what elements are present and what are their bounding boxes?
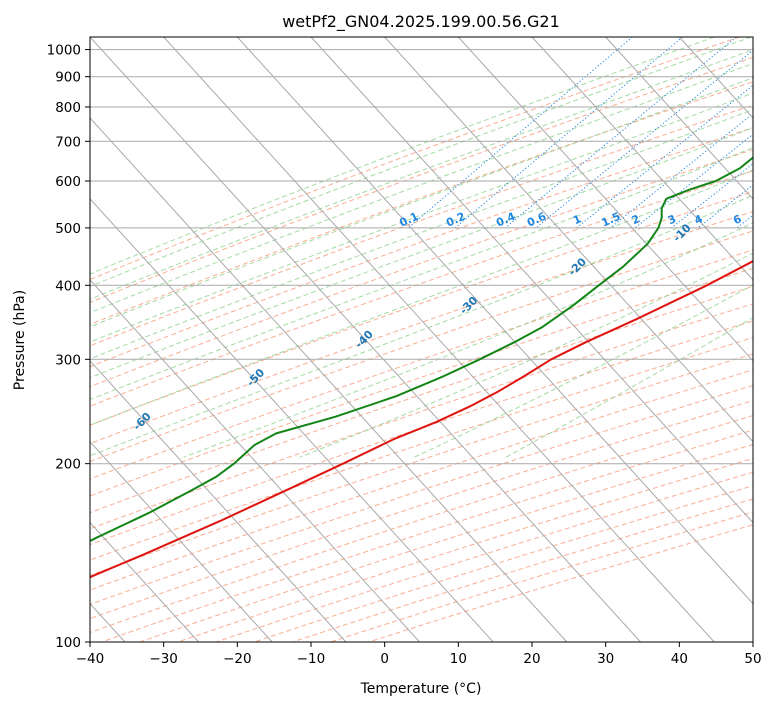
x-tick-label: −20: [223, 651, 252, 667]
moist-adiabat-line: [505, 316, 753, 458]
dry-adiabat-line: [90, 210, 753, 445]
mixing-ratio-line: [504, 37, 737, 229]
isotherm-line: [90, 521, 199, 642]
dry-adiabat-line: [90, 170, 753, 407]
isotherm-line: [163, 37, 715, 642]
temperature-profile-line: [90, 260, 753, 579]
y-tick-label: 100: [55, 635, 81, 651]
mixing-ratio-lines: [408, 37, 753, 229]
isotherm-line: [310, 37, 753, 524]
x-tick-label: 0: [380, 651, 389, 667]
dry-adiabats: [90, 37, 753, 642]
isotherm-line: [90, 117, 568, 642]
x-tick-label: 40: [671, 651, 688, 667]
x-tick-label: 30: [597, 651, 614, 667]
dry-adiabat-line: [90, 190, 753, 426]
dry-adiabat-line: [90, 56, 753, 303]
dry-adiabat-line: [90, 149, 753, 388]
mixing-ratio-line: [576, 84, 753, 229]
mixing-ratio-line: [610, 113, 753, 229]
moist-adiabat-line: [413, 284, 753, 458]
isotherm-line: [90, 37, 641, 642]
x-tick-label: 20: [523, 651, 540, 667]
isotherm-line: [531, 37, 753, 281]
y-axis-title: Pressure (hPa): [12, 290, 28, 390]
x-axis: −40 −30 −20 −10 0 10 20 30 40 50: [76, 642, 762, 667]
mixing-ratio-line: [634, 133, 753, 229]
dry-adiabat-line: [90, 320, 753, 546]
y-tick-label: 600: [55, 174, 81, 190]
isotherm-line: [90, 360, 347, 642]
y-tick-label: 200: [55, 457, 81, 473]
sounding-profiles: [90, 156, 753, 579]
dry-adiabat-line: [90, 285, 753, 514]
x-tick-label: 10: [450, 651, 467, 667]
isotherm-line: [236, 37, 753, 605]
isotherm-line: [384, 37, 753, 443]
moist-adiabat-line: [90, 49, 753, 300]
isotherm-line: [90, 198, 494, 642]
x-tick-label: −10: [297, 651, 326, 667]
x-tick-label: −40: [76, 651, 105, 667]
dry-adiabat-line: [90, 37, 740, 281]
y-tick-label: 400: [55, 278, 81, 294]
mixing-ratio-line: [408, 37, 633, 229]
dry-adiabat-line: [90, 337, 753, 561]
dewpoint-profile-line: [90, 156, 753, 543]
chart-title: wetPf2_GN04.2025.199.00.56.G21: [282, 12, 560, 32]
x-axis-title: Temperature (°C): [360, 681, 482, 697]
moist-adiabat-line: [183, 222, 753, 458]
moist-adiabat-line: [90, 92, 753, 343]
x-tick-label: 50: [744, 651, 761, 667]
isotherm-line: [90, 441, 273, 642]
dry-adiabat-line: [90, 267, 753, 497]
y-axis: 1000 900 800 700 600 500 400 300 200 100: [47, 43, 90, 651]
y-tick-label: 500: [55, 221, 81, 237]
pressure-gridlines: [90, 49, 753, 642]
plot-area: -100-90-80-70-60-50-40-30-20-10010203040…: [90, 37, 753, 642]
moist-adiabat-line: [90, 126, 753, 379]
y-tick-label: 300: [55, 352, 81, 368]
y-tick-label: 1000: [47, 43, 81, 59]
dry-adiabat-line: [90, 353, 753, 576]
isotherm-line: [605, 37, 753, 200]
y-tick-label: 900: [55, 70, 81, 86]
plot-frame: [89, 36, 754, 643]
dry-adiabat-line: [90, 104, 753, 347]
dry-adiabat-line: [90, 249, 753, 480]
skewed-isotherms: [90, 37, 753, 642]
dry-adiabat-line: [90, 230, 753, 463]
y-tick-label: 700: [55, 134, 81, 150]
isotherm-line: [457, 37, 753, 362]
dry-adiabat-line: [90, 369, 753, 591]
isotherm-line: [90, 279, 420, 642]
moist-adiabat-line: [90, 147, 753, 401]
dry-adiabat-line: [90, 303, 753, 530]
y-tick-label: 800: [55, 100, 81, 116]
x-tick-label: −30: [149, 651, 178, 667]
dry-adiabat-line: [90, 384, 753, 605]
moist-adiabat-line: [90, 37, 752, 287]
